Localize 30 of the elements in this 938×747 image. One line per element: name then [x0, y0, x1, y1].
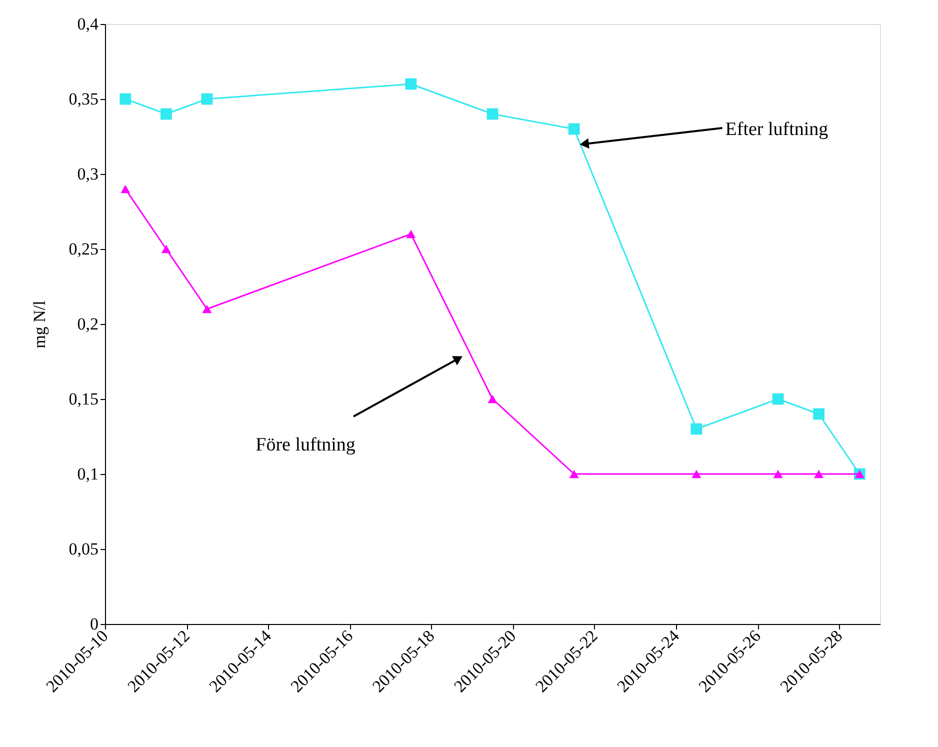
point [569, 470, 579, 478]
point [161, 244, 171, 254]
point [120, 93, 132, 105]
point [406, 230, 416, 238]
y-axis-title: mg N/l [30, 300, 49, 348]
point [160, 108, 172, 120]
y-tick-label: 0,15 [68, 390, 98, 408]
point [813, 408, 825, 420]
annotation: Efter luftning [725, 119, 829, 140]
y-tick-label: 0,1 [77, 464, 98, 484]
point [814, 470, 824, 478]
point [486, 108, 498, 120]
point [773, 470, 783, 478]
y-tick-label: 0,4 [77, 14, 99, 34]
point [772, 393, 784, 405]
point [692, 470, 702, 478]
y-tick-label: 0,35 [68, 90, 98, 108]
y-tick-label: 0,2 [77, 314, 98, 334]
y-tick-label: 0 [90, 614, 98, 634]
point [120, 184, 130, 194]
point [690, 423, 702, 435]
point [405, 78, 417, 90]
y-tick-label: 0,25 [68, 240, 98, 258]
y-tick-label: 0,3 [77, 164, 98, 184]
y-tick-label: 0,05 [68, 540, 98, 558]
annotation: Före luftning [256, 434, 356, 456]
point [488, 394, 498, 404]
point [568, 123, 580, 135]
point [202, 304, 212, 314]
point [201, 93, 213, 105]
